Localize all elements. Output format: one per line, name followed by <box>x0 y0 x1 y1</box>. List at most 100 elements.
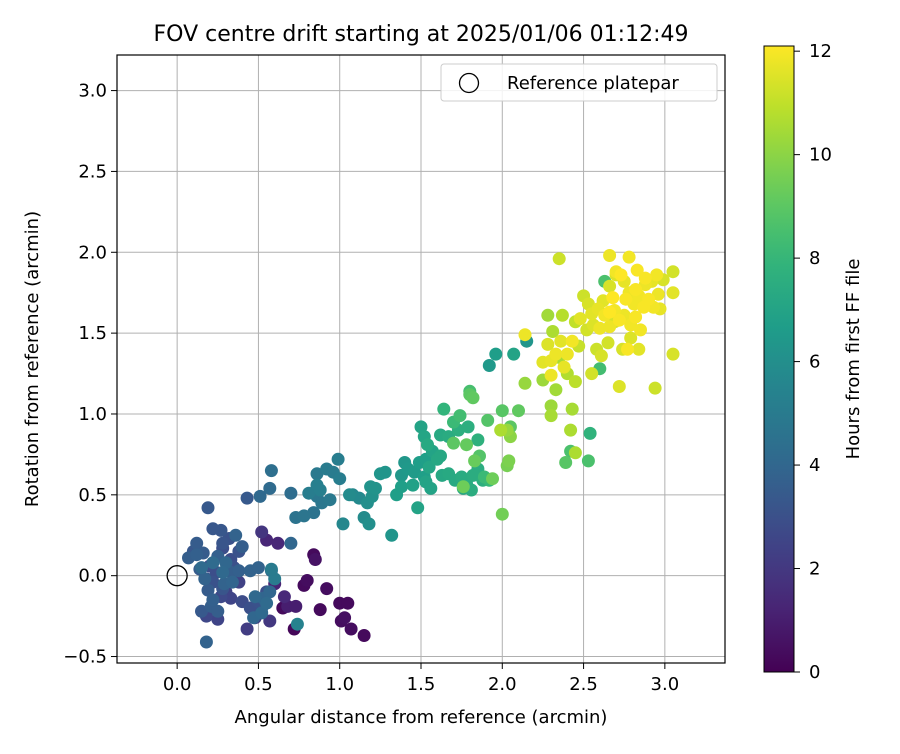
data-point <box>603 249 617 262</box>
x-tick-label: 0.5 <box>244 674 273 695</box>
chart-title: FOV centre drift starting at 2025/01/06 … <box>154 22 689 47</box>
x-tick-label: 0.0 <box>163 674 192 695</box>
data-point <box>411 501 425 515</box>
data-point <box>211 604 225 618</box>
data-point <box>229 528 243 542</box>
y-tick-label: 2.5 <box>78 161 107 182</box>
x-axis-ticks: 0.0 0.5 1.0 1.5 2.0 2.5 3.0 <box>163 663 679 695</box>
data-point <box>190 536 204 550</box>
data-point <box>216 536 230 550</box>
data-point <box>648 381 662 395</box>
data-point <box>594 349 608 363</box>
data-point <box>216 565 230 579</box>
legend-box <box>440 63 718 102</box>
data-point <box>468 454 482 468</box>
data-point <box>264 562 278 576</box>
data-point <box>581 454 595 468</box>
colorbar-label: Hours from first FF file <box>843 259 864 460</box>
data-point <box>232 564 246 578</box>
data-point <box>297 509 311 523</box>
data-point <box>424 481 438 495</box>
data-point <box>544 409 558 423</box>
colorbar-ticks: 0 2 4 6 8 10 12 <box>794 41 832 683</box>
data-point <box>603 305 617 319</box>
y-tick-label: 0.0 <box>78 566 107 587</box>
legend-reference-marker <box>458 72 480 94</box>
data-point <box>507 347 521 361</box>
data-point <box>369 481 382 495</box>
data-point <box>603 279 617 293</box>
data-point <box>603 320 617 334</box>
data-point <box>629 310 643 324</box>
data-point <box>195 561 208 575</box>
data-point <box>206 556 220 570</box>
data-point <box>422 460 436 474</box>
data-point <box>629 283 643 296</box>
data-point <box>225 575 239 589</box>
x-axis-label: Angular distance from reference (arcmin) <box>235 707 608 728</box>
colorbar-tick-label: 10 <box>809 145 832 166</box>
data-point <box>554 334 568 348</box>
colorbar-tick-label: 6 <box>809 352 820 373</box>
data-point <box>437 402 451 416</box>
data-point <box>544 368 558 382</box>
data-point <box>559 456 573 469</box>
data-point <box>224 591 238 605</box>
data-point <box>466 391 480 405</box>
data-point <box>284 486 298 500</box>
data-point <box>253 489 267 503</box>
data-point <box>302 486 316 500</box>
data-point <box>395 480 408 494</box>
data-point <box>489 347 503 361</box>
data-point <box>263 614 277 628</box>
data-point <box>560 347 574 361</box>
data-point <box>650 268 664 282</box>
data-point <box>271 536 285 550</box>
data-point <box>495 507 509 521</box>
data-point <box>612 313 626 327</box>
data-point <box>601 336 615 350</box>
data-point <box>632 342 646 356</box>
data-point <box>460 438 473 452</box>
data-point <box>323 493 337 507</box>
data-point <box>341 596 355 610</box>
data-point <box>385 528 399 542</box>
data-point <box>564 423 578 437</box>
data-point <box>333 472 347 486</box>
data-point <box>606 291 620 305</box>
data-point <box>544 399 558 413</box>
data-point <box>622 250 636 264</box>
data-point <box>555 308 569 322</box>
data-point <box>552 252 566 266</box>
data-point <box>290 617 304 631</box>
data-point <box>638 271 652 285</box>
data-point <box>313 483 327 497</box>
data-point <box>549 383 563 397</box>
data-point <box>320 582 334 596</box>
data-point <box>336 517 350 531</box>
data-point <box>255 606 269 620</box>
data-point <box>408 465 421 479</box>
colorbar-tick-label: 2 <box>809 559 820 580</box>
y-tick-label: 0.5 <box>78 485 107 506</box>
data-point <box>447 436 460 450</box>
data-point <box>621 342 634 356</box>
data-point <box>263 585 277 599</box>
y-tick-label: 2.0 <box>78 242 107 263</box>
data-point <box>512 404 525 418</box>
data-point <box>482 359 496 372</box>
y-axis-label: Rotation from reference (arcmin) <box>22 211 43 507</box>
data-point <box>471 433 485 447</box>
data-point <box>434 449 447 463</box>
data-point <box>568 375 582 389</box>
data-point <box>313 603 327 617</box>
data-point <box>666 286 680 300</box>
data-point <box>255 525 269 539</box>
data-point <box>630 263 644 277</box>
data-point <box>357 629 371 642</box>
reference-marker-layer <box>166 565 188 587</box>
x-tick-label: 2.5 <box>569 674 598 695</box>
data-point <box>308 553 322 566</box>
y-axis-ticks: −0.5 0.0 0.5 1.0 1.5 2.0 2.5 3.0 <box>63 81 117 668</box>
